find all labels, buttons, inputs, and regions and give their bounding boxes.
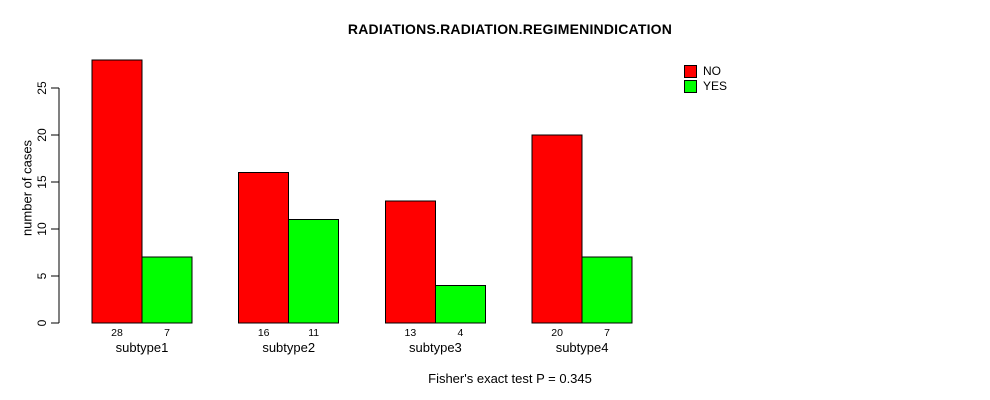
y-tick-label: 20 <box>35 128 49 142</box>
legend-label-no: NO <box>703 63 721 78</box>
bar-value-label: 13 <box>405 327 417 339</box>
category-label: subtype4 <box>556 340 609 355</box>
legend-item-no: NO <box>684 64 727 78</box>
bar-yes-subtype3 <box>434 284 486 324</box>
legend: NO YES <box>684 64 727 94</box>
chart-title: RADIATIONS.RADIATION.REGIMENINDICATION <box>347 21 673 37</box>
stat-test-note: Fisher's exact test P = 0.345 <box>428 371 592 386</box>
category-label: subtype2 <box>262 340 315 355</box>
bar-yes-subtype4 <box>581 256 633 324</box>
bar-value-label: 4 <box>457 327 463 339</box>
bar-no-subtype1 <box>91 59 143 324</box>
bar-value-label: 20 <box>551 327 563 339</box>
bar-value-label: 16 <box>258 327 270 339</box>
bar-no-subtype2 <box>238 172 290 324</box>
bar-no-subtype3 <box>384 200 436 324</box>
legend-swatch-no <box>684 64 697 78</box>
y-tick-label: 10 <box>35 222 49 236</box>
legend-label-yes: YES <box>703 78 728 93</box>
category-label: subtype1 <box>116 340 169 355</box>
bar-yes-subtype1 <box>141 256 193 324</box>
y-tick-label: 5 <box>35 272 49 279</box>
y-tick-label: 15 <box>35 175 49 189</box>
y-tick-label: 0 <box>35 319 49 326</box>
bar-value-label: 28 <box>111 327 123 339</box>
category-label: subtype3 <box>409 340 462 355</box>
y-tick-label: 25 <box>35 81 49 95</box>
legend-item-yes: YES <box>684 79 727 93</box>
bar-value-label: 7 <box>604 327 610 339</box>
bar-value-label: 11 <box>308 327 319 339</box>
bar-no-subtype4 <box>531 134 583 324</box>
legend-swatch-yes <box>684 79 697 93</box>
bar-yes-subtype2 <box>288 219 340 324</box>
bar-value-label: 7 <box>164 327 170 339</box>
